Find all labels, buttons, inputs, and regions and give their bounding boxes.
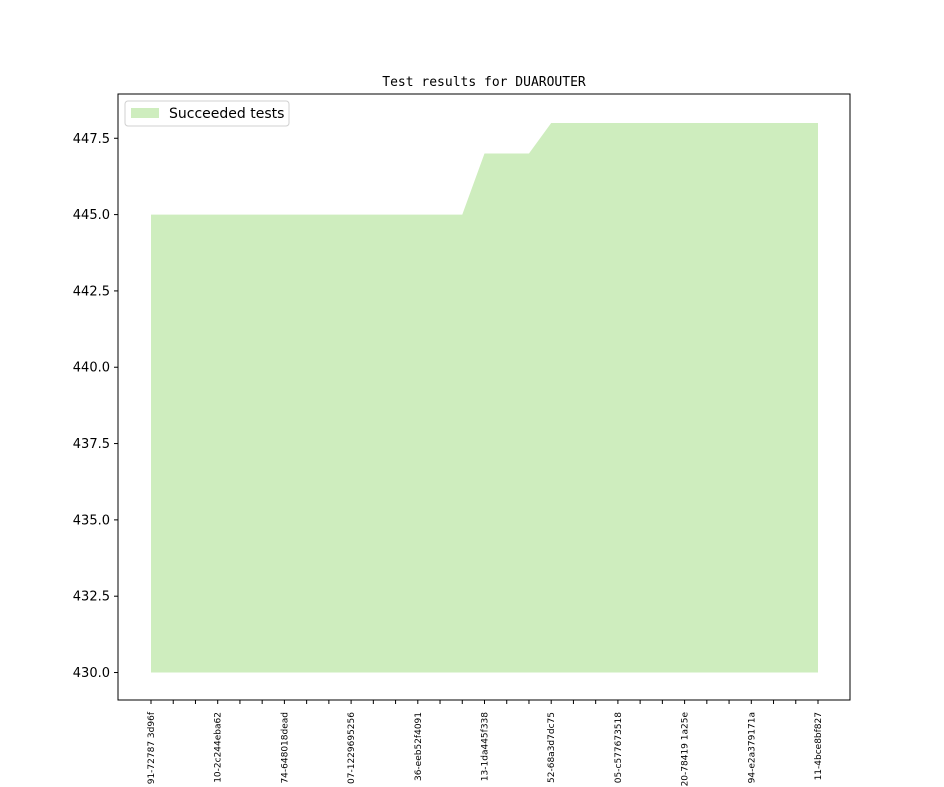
legend: Succeeded tests <box>124 100 290 127</box>
x-tick-label: 20-78419 1a25e <box>681 712 691 787</box>
y-tick-label: 442.5 <box>73 284 110 299</box>
x-tick-label: 10-2c244eba62 <box>214 712 224 783</box>
x-tick-label: 11-4bce8bf827 <box>814 712 824 780</box>
x-tick-label: 05-c577673518 <box>614 712 624 783</box>
legend-frame <box>124 100 290 127</box>
x-tick-label: 91-72787 3d96f <box>147 711 157 784</box>
chart-title: Test results for DUAROUTER <box>382 75 586 90</box>
x-tick-label: 94-e2a379171a <box>747 712 757 783</box>
x-tick-label: 74-648018dead <box>280 712 290 784</box>
y-tick-label: 447.5 <box>73 132 110 147</box>
legend-swatch <box>131 108 159 118</box>
legend-label: Succeeded tests <box>169 106 284 122</box>
y-tick-label: 435.0 <box>73 513 110 528</box>
y-tick-label: 432.5 <box>73 590 110 605</box>
x-tick-label: 13-1da445f338 <box>481 712 491 781</box>
y-tick-label: 440.0 <box>73 361 110 376</box>
y-tick-label: 445.0 <box>73 208 110 223</box>
x-tick-label: 52-68a3d7dc75 <box>547 712 557 783</box>
x-tick-label: 36-eeb52f4091 <box>414 712 424 781</box>
x-tick-label: 07-1229695256 <box>347 712 357 784</box>
y-tick-label: 430.0 <box>73 666 110 681</box>
y-tick-label: 437.5 <box>73 437 110 452</box>
series-area <box>151 123 818 673</box>
